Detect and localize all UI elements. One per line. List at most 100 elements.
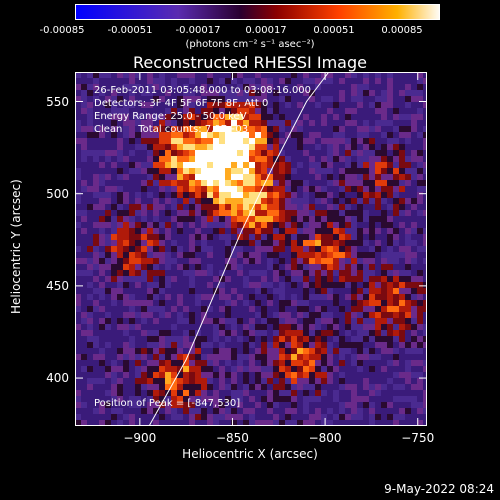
heatmap-cell [219, 378, 225, 384]
heatmap-cell [171, 156, 177, 162]
heatmap-cell [333, 324, 339, 330]
heatmap-cell [207, 252, 213, 258]
heatmap-cell [141, 114, 147, 120]
heatmap-cell [369, 258, 375, 264]
heatmap-cell [93, 240, 99, 246]
heatmap-cell [327, 318, 333, 324]
heatmap-cell [327, 84, 333, 90]
heatmap-cell [165, 102, 171, 108]
heatmap-cell [219, 180, 225, 186]
heatmap-cell [405, 294, 411, 300]
heatmap-cell [423, 360, 427, 366]
heatmap-cell [183, 132, 189, 138]
heatmap-cell [249, 330, 255, 336]
heatmap-cell [273, 204, 279, 210]
heatmap-cell [75, 174, 81, 180]
heatmap-cell [345, 246, 351, 252]
heatmap-cell [291, 306, 297, 312]
heatmap-cell [237, 204, 243, 210]
heatmap-cell [147, 168, 153, 174]
heatmap-cell [243, 204, 249, 210]
heatmap-cell [423, 78, 427, 84]
heatmap-cell [351, 210, 357, 216]
heatmap-cell [345, 288, 351, 294]
heatmap-cell [165, 168, 171, 174]
heatmap-cell [99, 258, 105, 264]
heatmap-cell [381, 360, 387, 366]
heatmap-cell [219, 366, 225, 372]
heatmap-cell [303, 156, 309, 162]
heatmap-cell [141, 240, 147, 246]
heatmap-cell [363, 120, 369, 126]
heatmap-cell [303, 90, 309, 96]
heatmap-cell [411, 132, 417, 138]
heatmap-cell [99, 84, 105, 90]
heatmap-cell [231, 264, 237, 270]
heatmap-cell [411, 366, 417, 372]
heatmap-cell [315, 102, 321, 108]
heatmap-cell [339, 150, 345, 156]
heatmap-cell [345, 300, 351, 306]
heatmap-cell [357, 360, 363, 366]
heatmap-cell [381, 162, 387, 168]
heatmap-cell [375, 288, 381, 294]
heatmap-cell [81, 186, 87, 192]
heatmap-cell [315, 72, 321, 78]
heatmap-cell [417, 192, 423, 198]
heatmap-cell [315, 186, 321, 192]
heatmap-cell [393, 126, 399, 132]
heatmap-cell [237, 324, 243, 330]
heatmap-cell [393, 258, 399, 264]
heatmap-cell [141, 252, 147, 258]
heatmap-cell [327, 126, 333, 132]
heatmap-cell [405, 114, 411, 120]
heatmap-cell [249, 72, 255, 78]
heatmap-cell [207, 174, 213, 180]
heatmap-cell [357, 156, 363, 162]
heatmap-cell [255, 108, 261, 114]
heatmap-cell [189, 330, 195, 336]
heatmap-cell [339, 162, 345, 168]
heatmap-cell [375, 252, 381, 258]
heatmap-cell [411, 96, 417, 102]
heatmap-cell [219, 402, 225, 408]
heatmap-cell [111, 102, 117, 108]
heatmap-cell [267, 372, 273, 378]
heatmap-cell [255, 384, 261, 390]
heatmap-cell [261, 300, 267, 306]
heatmap-cell [183, 288, 189, 294]
heatmap-cell [321, 330, 327, 336]
heatmap-cell [123, 234, 129, 240]
heatmap-cell [147, 276, 153, 282]
heatmap-cell [93, 174, 99, 180]
heatmap-cell [189, 384, 195, 390]
heatmap-cell [249, 252, 255, 258]
heatmap-cell [165, 330, 171, 336]
heatmap-cell [405, 162, 411, 168]
heatmap-cell [207, 396, 213, 402]
heatmap-cell [339, 288, 345, 294]
heatmap-cell [207, 186, 213, 192]
heatmap-cell [123, 330, 129, 336]
heatmap-cell [405, 270, 411, 276]
heatmap-cell [315, 126, 321, 132]
heatmap-cell [195, 372, 201, 378]
heatmap-cell [129, 198, 135, 204]
heatmap-cell [321, 270, 327, 276]
heatmap-cell [249, 138, 255, 144]
heatmap-cell [129, 330, 135, 336]
heatmap-cell [363, 306, 369, 312]
heatmap-cell [129, 216, 135, 222]
heatmap-cell [243, 108, 249, 114]
heatmap-cell [219, 210, 225, 216]
heatmap-cell [381, 78, 387, 84]
heatmap-cell [129, 84, 135, 90]
heatmap-cell [363, 84, 369, 90]
heatmap-cell [135, 114, 141, 120]
heatmap-cell [363, 336, 369, 342]
heatmap-cell [411, 300, 417, 306]
heatmap-cell [135, 138, 141, 144]
heatmap-cell [279, 390, 285, 396]
heatmap-cell [339, 294, 345, 300]
heatmap-cell [255, 114, 261, 120]
